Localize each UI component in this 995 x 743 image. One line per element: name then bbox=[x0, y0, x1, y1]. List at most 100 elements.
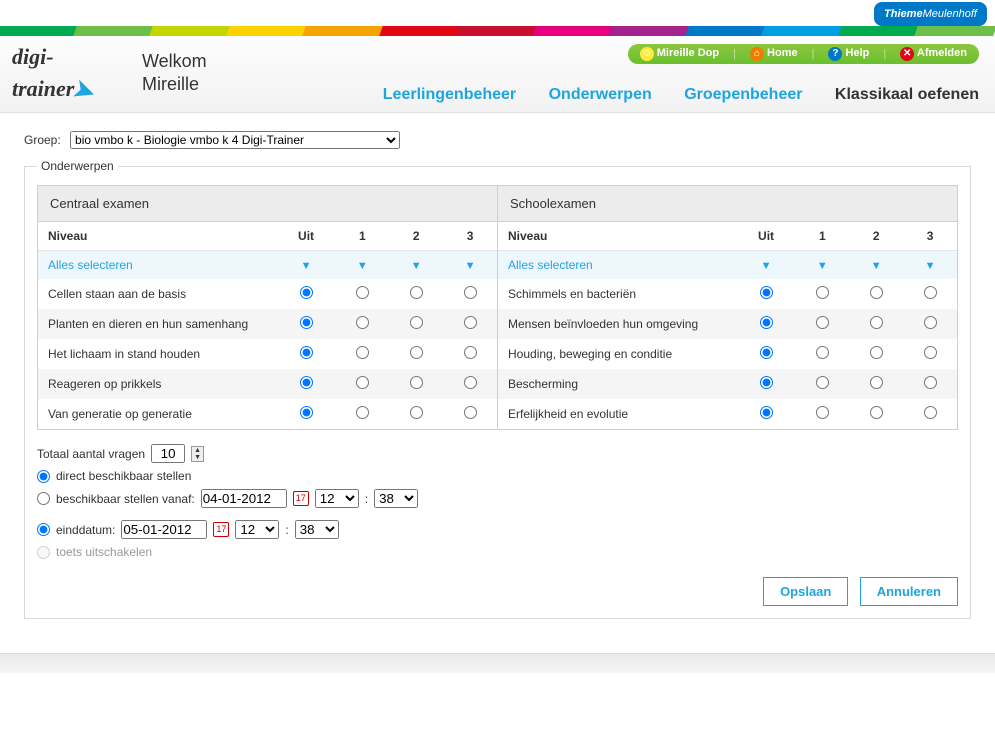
table-row: Mensen beïnvloeden hun omgeving bbox=[498, 309, 957, 339]
level-radio[interactable] bbox=[816, 286, 829, 299]
level-radio[interactable] bbox=[300, 406, 313, 419]
logout-label: Afmelden bbox=[917, 47, 967, 59]
level-radio[interactable] bbox=[816, 316, 829, 329]
level-radio[interactable] bbox=[410, 376, 423, 389]
level-radio[interactable] bbox=[410, 406, 423, 419]
table-row: Erfelijkheid en evolutie bbox=[498, 399, 957, 429]
level-radio[interactable] bbox=[816, 346, 829, 359]
level-radio[interactable] bbox=[924, 346, 937, 359]
cancel-button[interactable]: Annuleren bbox=[860, 577, 958, 606]
level-radio[interactable] bbox=[464, 316, 477, 329]
level-radio[interactable] bbox=[300, 376, 313, 389]
topic-label: Cellen staan aan de basis bbox=[38, 279, 277, 309]
table-row: Cellen staan aan de basis bbox=[38, 279, 497, 309]
level-radio[interactable] bbox=[870, 346, 883, 359]
level-radio[interactable] bbox=[924, 406, 937, 419]
tab-leerlingenbeheer[interactable]: Leerlingenbeheer bbox=[383, 86, 516, 103]
help-link[interactable]: ? Help bbox=[828, 47, 869, 61]
level-radio[interactable] bbox=[464, 346, 477, 359]
avail-from-min[interactable]: 38 bbox=[374, 489, 418, 508]
home-link[interactable]: ⌂ Home bbox=[750, 47, 798, 61]
level-radio[interactable] bbox=[816, 406, 829, 419]
select-all-right[interactable]: Alles selecteren bbox=[498, 251, 737, 280]
save-button[interactable]: Opslaan bbox=[763, 577, 848, 606]
select-all-3[interactable]: ▼ bbox=[925, 260, 936, 272]
spin-up-icon[interactable]: ▲ bbox=[192, 447, 203, 454]
tab-klassikaal-oefenen[interactable]: Klassikaal oefenen bbox=[835, 86, 979, 103]
level-radio[interactable] bbox=[760, 406, 773, 419]
level-radio[interactable] bbox=[464, 286, 477, 299]
level-radio[interactable] bbox=[464, 406, 477, 419]
avail-direct-radio[interactable] bbox=[37, 470, 50, 483]
user-chip[interactable]: ☺ Mireille Dop bbox=[640, 47, 719, 61]
help-icon: ? bbox=[828, 47, 842, 61]
level-radio[interactable] bbox=[870, 316, 883, 329]
select-all-2[interactable]: ▼ bbox=[871, 260, 882, 272]
home-icon: ⌂ bbox=[750, 47, 764, 61]
level-radio[interactable] bbox=[924, 316, 937, 329]
level-radio[interactable] bbox=[356, 286, 369, 299]
level-radio[interactable] bbox=[760, 346, 773, 359]
select-all-1[interactable]: ▼ bbox=[357, 260, 368, 272]
level-radio[interactable] bbox=[410, 316, 423, 329]
topic-label: Schimmels en bacteriën bbox=[498, 279, 737, 309]
welcome-text: Welkom Mireille bbox=[132, 42, 302, 95]
end-disable-radio[interactable] bbox=[37, 546, 50, 559]
calendar-icon[interactable]: 17 bbox=[293, 491, 309, 506]
level-radio[interactable] bbox=[870, 286, 883, 299]
th-3: 3 bbox=[903, 222, 957, 251]
level-radio[interactable] bbox=[356, 376, 369, 389]
level-radio[interactable] bbox=[760, 316, 773, 329]
onderwerpen-fieldset: Onderwerpen Centraal examen Niveau Uit 1… bbox=[24, 159, 971, 619]
tab-onderwerpen[interactable]: Onderwerpen bbox=[549, 86, 652, 103]
level-radio[interactable] bbox=[300, 316, 313, 329]
table-row: Planten en dieren en hun samenhang bbox=[38, 309, 497, 339]
end-date-label: einddatum: bbox=[56, 523, 115, 537]
level-radio[interactable] bbox=[300, 286, 313, 299]
spin-down-icon[interactable]: ▼ bbox=[192, 454, 203, 461]
level-radio[interactable] bbox=[410, 346, 423, 359]
separator: | bbox=[883, 48, 886, 60]
select-all-2[interactable]: ▼ bbox=[411, 260, 422, 272]
level-radio[interactable] bbox=[760, 286, 773, 299]
level-radio[interactable] bbox=[356, 346, 369, 359]
select-all-uit[interactable]: ▼ bbox=[761, 260, 772, 272]
table-row: Schimmels en bacteriën bbox=[498, 279, 957, 309]
level-radio[interactable] bbox=[464, 376, 477, 389]
level-radio[interactable] bbox=[816, 376, 829, 389]
avail-from-hour[interactable]: 12 bbox=[315, 489, 359, 508]
brand-part2: Meulenhoff bbox=[923, 8, 977, 20]
groep-select[interactable]: bio vmbo k - Biologie vmbo k 4 Digi-Trai… bbox=[70, 131, 400, 149]
home-label: Home bbox=[767, 47, 798, 59]
level-radio[interactable] bbox=[300, 346, 313, 359]
end-min[interactable]: 38 bbox=[295, 520, 339, 539]
level-radio[interactable] bbox=[924, 286, 937, 299]
tab-groepenbeheer[interactable]: Groepenbeheer bbox=[684, 86, 802, 103]
end-hour[interactable]: 12 bbox=[235, 520, 279, 539]
calendar-icon[interactable]: 17 bbox=[213, 522, 229, 537]
level-radio[interactable] bbox=[410, 286, 423, 299]
topic-label: Erfelijkheid en evolutie bbox=[498, 399, 737, 429]
level-radio[interactable] bbox=[356, 406, 369, 419]
level-radio[interactable] bbox=[760, 376, 773, 389]
end-date-radio[interactable] bbox=[37, 523, 50, 536]
logout-link[interactable]: ✕ Afmelden bbox=[900, 47, 967, 61]
total-questions-input[interactable] bbox=[151, 444, 185, 463]
avail-from-radio[interactable] bbox=[37, 492, 50, 505]
th-1: 1 bbox=[335, 222, 389, 251]
table-row: Houding, beweging en conditie bbox=[498, 339, 957, 369]
select-all-1[interactable]: ▼ bbox=[817, 260, 828, 272]
logo-line1: digi- bbox=[12, 44, 132, 70]
level-radio[interactable] bbox=[870, 376, 883, 389]
end-date-input[interactable] bbox=[121, 520, 207, 539]
level-radio[interactable] bbox=[924, 376, 937, 389]
select-all-3[interactable]: ▼ bbox=[465, 260, 476, 272]
level-radio[interactable] bbox=[356, 316, 369, 329]
select-all-uit[interactable]: ▼ bbox=[301, 260, 312, 272]
avail-from-date[interactable] bbox=[201, 489, 287, 508]
select-all-left[interactable]: Alles selecteren bbox=[38, 251, 277, 280]
logo-line2: trainer bbox=[12, 76, 74, 101]
end-disable-label: toets uitschakelen bbox=[56, 545, 152, 559]
separator: | bbox=[733, 48, 736, 60]
level-radio[interactable] bbox=[870, 406, 883, 419]
